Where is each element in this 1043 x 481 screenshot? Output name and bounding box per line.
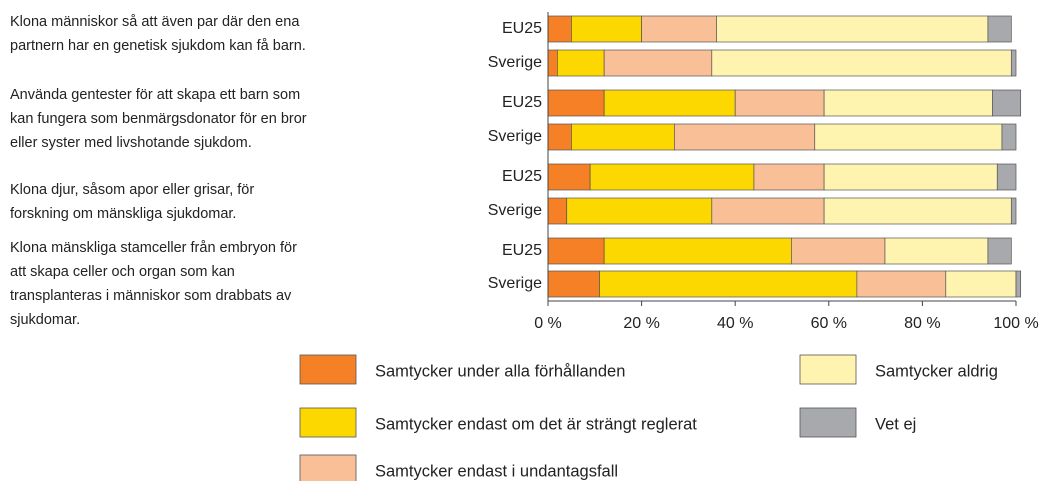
legend-swatch — [299, 407, 357, 438]
bar-segment — [547, 89, 605, 117]
bar-segment — [547, 123, 572, 151]
bar-segment — [547, 15, 572, 43]
y-tick-label: Sverige — [488, 54, 542, 71]
legend-label: Samtycker endast om det är strängt regle… — [375, 415, 697, 433]
bar-segment — [603, 237, 792, 265]
bar-segment — [603, 49, 713, 77]
question: Klona människor så att även par där den … — [10, 14, 306, 54]
legend-swatch — [299, 354, 357, 385]
y-tick-label: EU25 — [502, 242, 542, 259]
bar-segment — [557, 49, 605, 77]
x-tick-label: 60 % — [811, 315, 847, 332]
bar-segment — [823, 197, 1012, 225]
bar-segment — [814, 123, 1003, 151]
y-tick-label: Sverige — [488, 128, 542, 145]
legend-swatch — [799, 407, 857, 438]
bar-segment — [603, 89, 736, 117]
bar-segment — [571, 15, 642, 43]
bar-segment — [753, 163, 825, 191]
y-tick-label: EU25 — [502, 168, 542, 185]
x-tick-label: 80 % — [904, 315, 940, 332]
question: Klona djur, såsom apor eller grisar, för… — [10, 182, 255, 222]
bar-segment — [884, 237, 989, 265]
legend-swatch — [799, 354, 857, 385]
legend-label: Samtycker endast i undantagsfall — [375, 462, 618, 480]
x-tick-label: 0 % — [534, 315, 562, 332]
bar-segment — [547, 270, 600, 298]
y-tick-label: Sverige — [488, 202, 542, 219]
x-tick-label: 20 % — [623, 315, 659, 332]
question: Klona mänskliga stamceller från embryon … — [10, 240, 297, 328]
y-tick-label: Sverige — [488, 275, 542, 292]
bar-segment — [945, 270, 1017, 298]
y-tick-label: EU25 — [502, 94, 542, 111]
legend-label: Samtycker aldrig — [875, 362, 998, 380]
bar-segment — [599, 270, 858, 298]
bar-segment — [1010, 49, 1017, 77]
bar-segment — [547, 197, 568, 225]
bar-segment — [674, 123, 816, 151]
bar-segment — [547, 49, 558, 77]
question: Använda gentester för att skapa ett barn… — [10, 87, 307, 151]
bar-segment — [987, 237, 1012, 265]
bar-segment — [547, 163, 591, 191]
bar-segment — [1015, 270, 1022, 298]
legend-label: Vet ej — [875, 415, 916, 433]
bar-segment — [571, 123, 675, 151]
bar-segment — [589, 163, 755, 191]
bar-segment — [716, 15, 989, 43]
x-tick-label: 40 % — [717, 315, 753, 332]
bar-segment — [791, 237, 886, 265]
bar-segment — [547, 237, 605, 265]
bar-segment — [823, 163, 998, 191]
legend-label: Samtycker under alla förhållanden — [375, 362, 625, 380]
bar-segment — [992, 89, 1022, 117]
bar-segment — [856, 270, 947, 298]
bar-segment — [711, 49, 1012, 77]
y-tick-label: EU25 — [502, 20, 542, 37]
bar-segment — [996, 163, 1017, 191]
x-tick-label: 100 % — [993, 315, 1038, 332]
bar-segment — [987, 15, 1012, 43]
legend-swatch — [299, 454, 357, 481]
bar-segment — [1010, 197, 1017, 225]
bar-segment — [1001, 123, 1017, 151]
bar-segment — [734, 89, 825, 117]
bar-segment — [641, 15, 717, 43]
bar-segment — [823, 89, 993, 117]
bar-segment — [711, 197, 825, 225]
bar-segment — [566, 197, 713, 225]
